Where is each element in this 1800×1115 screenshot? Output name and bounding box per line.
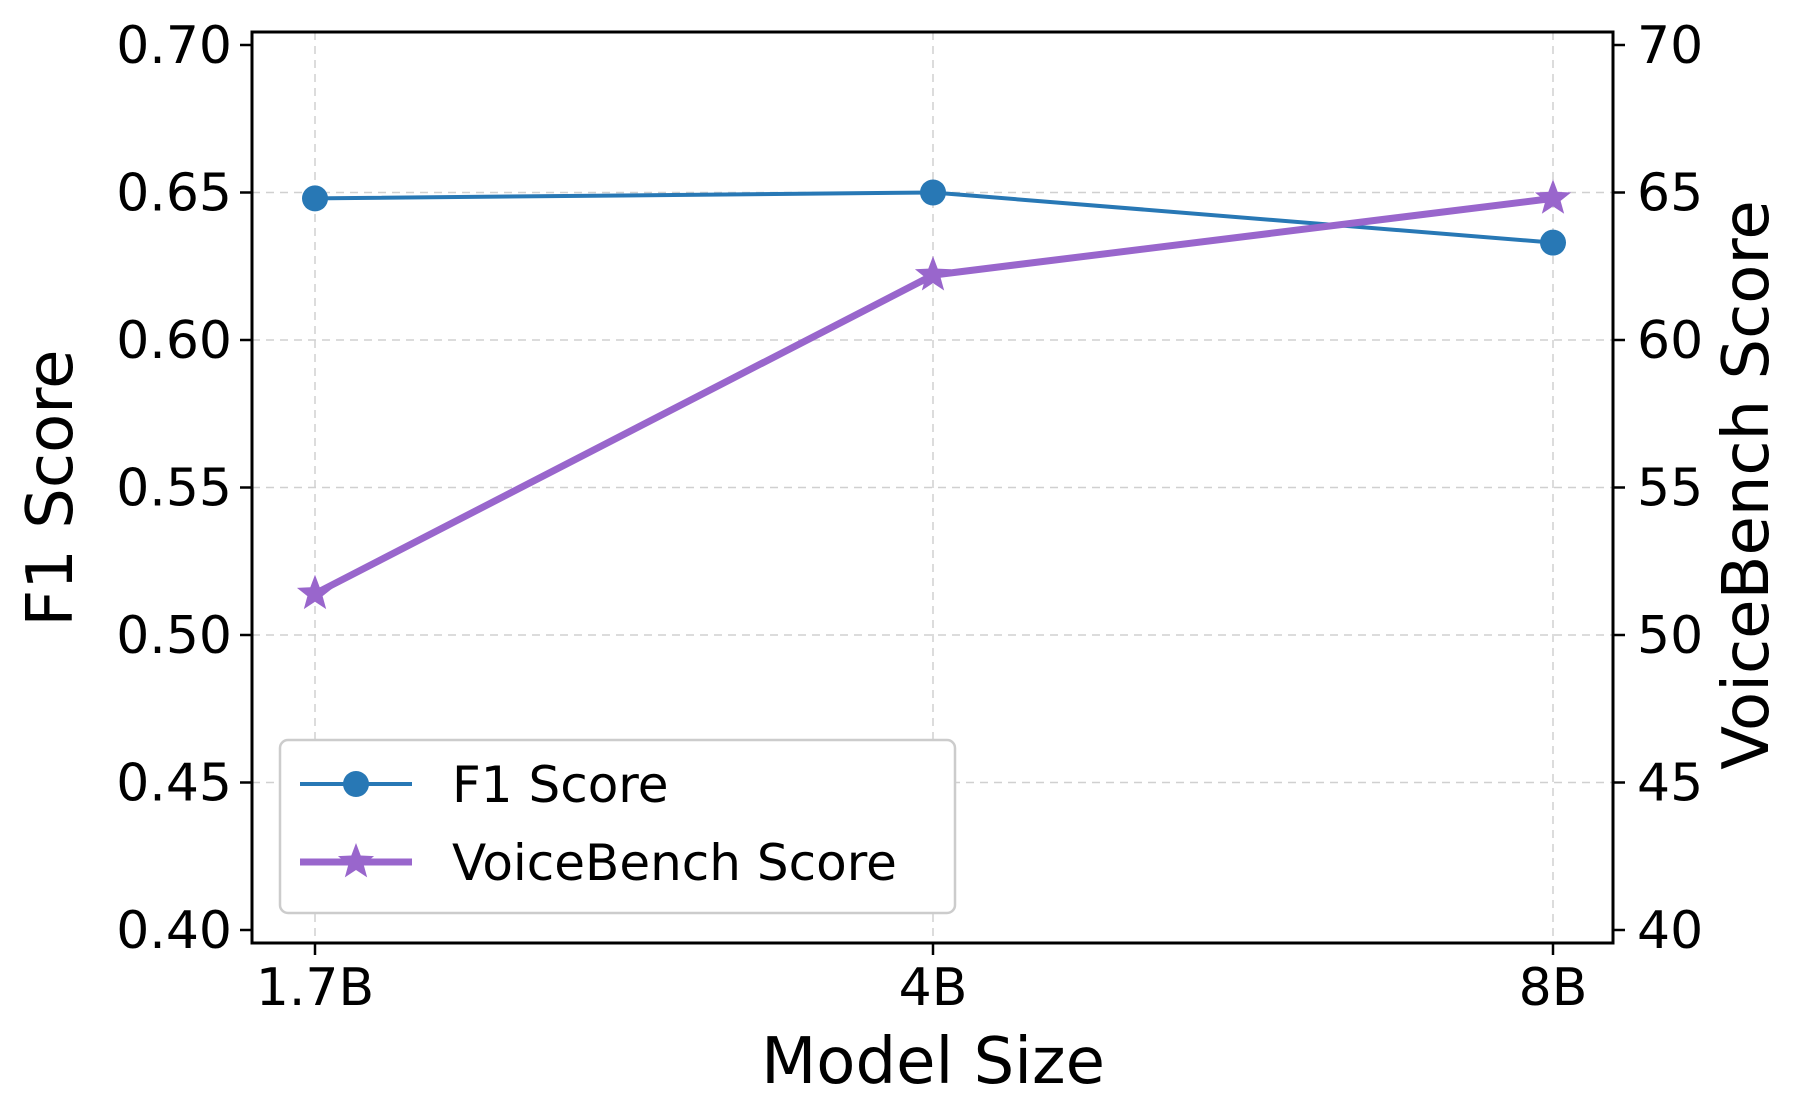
right-y-tick-label: 60: [1637, 311, 1703, 371]
f1-data-point: [1540, 229, 1566, 256]
legend-f1-label: F1 Score: [452, 756, 669, 814]
left-y-tick-label: 0.65: [116, 164, 232, 224]
left-y-tick-label: 0.40: [116, 901, 232, 961]
voicebench-data-point: [1534, 179, 1572, 214]
left-y-tick-label: 0.70: [116, 16, 232, 76]
left-y-tick-label: 0.50: [116, 606, 232, 666]
voicebench-data-point: [914, 256, 952, 291]
voicebench-data-point: [296, 574, 334, 610]
right-y-tick-label: 55: [1637, 459, 1703, 519]
right-y-tick-label: 65: [1637, 164, 1703, 224]
x-tick-label: 4B: [899, 958, 968, 1018]
legend: F1 Score VoiceBench Score: [278, 738, 957, 915]
legend-voicebench-label: VoiceBench Score: [452, 834, 897, 892]
legend-box: [278, 738, 957, 915]
legend-voicebench-marker: [337, 843, 375, 878]
right-y-tick-label: 40: [1637, 901, 1703, 961]
left-y-axis-title: F1 Score: [14, 349, 88, 626]
f1-data-point: [302, 185, 328, 212]
voicebench-series-line: [313, 194, 1554, 597]
x-tick-label: 1.7B: [256, 958, 374, 1018]
ticks: 0.40 0.45 0.50 0.55 0.60 0.65 0.70 40 45 50 55 60 65…: [116, 16, 1703, 1018]
right-y-tick-label: 50: [1637, 606, 1703, 666]
x-tick-label: 8B: [1519, 958, 1588, 1018]
right-y-tick-label: 45: [1637, 754, 1703, 814]
f1-data-point: [920, 179, 946, 206]
left-y-tick-label: 0.55: [116, 459, 232, 519]
series-layer: [296, 179, 1572, 610]
right-y-tick-label: 70: [1637, 16, 1703, 76]
x-axis-title: Model Size: [761, 1025, 1105, 1099]
legend-f1-marker: [343, 771, 369, 797]
left-y-tick-label: 0.45: [116, 754, 232, 814]
right-y-axis-title: VoiceBench Score: [1710, 200, 1784, 770]
left-y-tick-label: 0.60: [116, 311, 232, 371]
